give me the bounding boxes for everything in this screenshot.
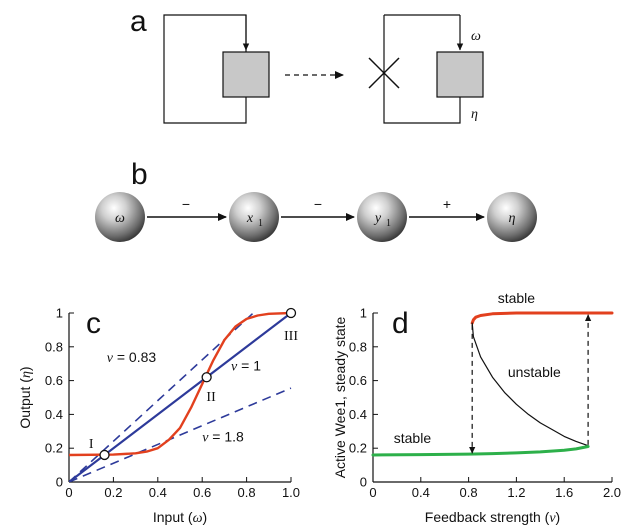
chart-c-feedback-label-value: = 1 bbox=[237, 357, 261, 373]
chart-c-feedback-label-1: v = 0.83 bbox=[107, 349, 157, 366]
panel-letter-d: d bbox=[392, 307, 409, 340]
loop-wire-right-bottom bbox=[383, 15, 461, 124]
chart-c-x-label-var: ω bbox=[193, 511, 203, 526]
chart-c-x-label: Input (ω) bbox=[153, 509, 207, 526]
edge-sign-1: − bbox=[182, 196, 190, 212]
chart-c-feedback-label-var: v bbox=[107, 351, 114, 366]
chart-d-curve-upper-stable bbox=[470, 311, 614, 325]
chart-c-feedback-line-3 bbox=[69, 387, 292, 482]
node-y1-sphere bbox=[357, 192, 407, 242]
cut-mark-line-2 bbox=[368, 57, 400, 89]
chart-d-y-tick-label: 0.6 bbox=[349, 373, 367, 388]
chart-c-fixed-point-1 bbox=[99, 449, 110, 461]
chart-c-fixed-point-label-3: III bbox=[284, 329, 298, 344]
chart-d-y-tick-label: 0.4 bbox=[349, 407, 367, 422]
feedback-loop-right: ω η bbox=[368, 14, 484, 124]
omega-label: ω bbox=[471, 29, 481, 44]
chart-d-x-tick-label: 1.2 bbox=[507, 485, 525, 500]
feedback-loop-left bbox=[163, 14, 270, 124]
chart-d-region-label-2: unstable bbox=[508, 364, 561, 380]
chart-c-x-tick-label: 0.6 bbox=[193, 485, 211, 500]
chart-c-response-curve bbox=[68, 311, 292, 457]
node-omega-label: ω bbox=[115, 211, 125, 226]
edge-sign-3: + bbox=[443, 196, 451, 212]
chart-c-feedback-label-2: v = 1 bbox=[231, 357, 261, 374]
node-eta-sphere bbox=[487, 192, 537, 242]
chart-c-feedback-label-var: v bbox=[202, 430, 209, 445]
chart-c-y-tick-label: 0.4 bbox=[45, 407, 63, 422]
edge-sign-2: − bbox=[314, 196, 322, 212]
panel-letter-c: c bbox=[86, 307, 101, 340]
chart-c-feedback-label-value: = 0.83 bbox=[113, 349, 156, 365]
chart-d-x-label-suffix: ) bbox=[556, 509, 561, 525]
chart-c-fixed-point-label-1: I bbox=[89, 437, 94, 452]
chart-panel-c: 0 0.2 0.4 0.6 0.8 1.000.20.40.60.81v = 0.83v … bbox=[17, 306, 300, 527]
chart-c-x-label-suffix: ) bbox=[202, 509, 207, 525]
chart-c-fixed-point-label-2: II bbox=[206, 390, 216, 405]
node-eta-label: η bbox=[509, 211, 516, 226]
chart-c-feedback-label-3: v = 1.8 bbox=[202, 428, 244, 445]
chart-c-y-tick-label: 0 bbox=[56, 475, 63, 490]
node-x1-subscript: 1 bbox=[258, 218, 263, 229]
chart-d-x-label-var: v bbox=[549, 511, 556, 526]
chart-c-x-tick-label: 1.0 bbox=[282, 485, 300, 500]
chart-c-y-label-var: η bbox=[19, 371, 34, 378]
chart-d-y-label: Active Wee1, steady state bbox=[332, 316, 348, 478]
chart-c-y-tick-label: 0.6 bbox=[45, 373, 63, 388]
chart-d-y-tick-label: 1 bbox=[360, 306, 367, 321]
chart-c-y-tick-label: 0.8 bbox=[45, 339, 63, 354]
chart-c-feedback-line-1 bbox=[69, 312, 254, 482]
chart-d-y-tick-label: 0.2 bbox=[349, 441, 367, 456]
chart-c-x-tick-label: 0.2 bbox=[104, 485, 122, 500]
panel-a: a ω η bbox=[130, 5, 484, 124]
node-y1-subscript: 1 bbox=[386, 218, 391, 229]
chart-d-x-tick-label: 2.0 bbox=[603, 485, 621, 500]
chart-c-x-tick-label: 0.8 bbox=[238, 485, 256, 500]
node-x1-sphere bbox=[229, 192, 279, 242]
chart-c-y-tick-label: 1 bbox=[56, 306, 63, 321]
eta-label: η bbox=[471, 107, 478, 122]
chart-d-y-tick-label: 0.8 bbox=[349, 339, 367, 354]
node-eta: η bbox=[487, 192, 537, 242]
chart-c-y-label-suffix: ) bbox=[17, 366, 33, 371]
chart-c-y-tick-label: 0.2 bbox=[45, 441, 63, 456]
panel-letter-a: a bbox=[130, 5, 147, 38]
chart-c-feedback-label-var: v bbox=[231, 359, 238, 374]
chart-c-x-tick-label: 0.4 bbox=[149, 485, 167, 500]
chart-c-x-tick-label: 0 bbox=[65, 485, 72, 500]
panel-letter-b: b bbox=[131, 158, 148, 191]
chart-d-region-label-1: stable bbox=[498, 290, 536, 306]
chart-d-curve-lower-stable bbox=[371, 445, 590, 457]
node-x1: x 1 bbox=[229, 192, 279, 242]
node-omega: ω bbox=[95, 192, 145, 242]
chart-d-curve-unstable bbox=[471, 322, 589, 447]
node-omega-sphere bbox=[95, 192, 145, 242]
chart-c-y-label: Output (η) bbox=[17, 366, 34, 428]
node-y1-label: y bbox=[373, 211, 382, 226]
chart-d-x-label-prefix: Feedback strength ( bbox=[425, 509, 550, 525]
chart-c-feedback-label-value: = 1.8 bbox=[208, 428, 244, 444]
chart-d-x-label: Feedback strength (v) bbox=[425, 509, 560, 526]
chart-c-x-label-prefix: Input ( bbox=[153, 509, 193, 525]
node-y1: y 1 bbox=[357, 192, 407, 242]
chart-d-x-tick-label: 0 bbox=[369, 485, 376, 500]
system-block-left bbox=[222, 51, 270, 98]
panel-b: b ω x 1 y 1 η − − + bbox=[95, 158, 537, 242]
node-x1-label: x bbox=[246, 211, 254, 226]
chart-d-x-tick-label: 0.8 bbox=[460, 485, 478, 500]
chart-d-y-tick-label: 0 bbox=[360, 475, 367, 490]
system-block-right bbox=[436, 51, 484, 98]
chart-d-x-tick-label: 0.4 bbox=[412, 485, 430, 500]
chart-d-region-label-3: stable bbox=[394, 430, 432, 446]
chart-c-fixed-point-3 bbox=[285, 307, 297, 319]
chart-d-x-tick-label: 1.6 bbox=[555, 485, 573, 500]
chart-c-y-label-prefix: Output ( bbox=[17, 378, 33, 429]
chart-panel-d: 0 0.4 0.8 1.2 1.6 2.0 0 0.2 0.4 0.6 0.8 1 stable unst… bbox=[332, 290, 621, 526]
chart-c-fixed-point-2 bbox=[201, 372, 212, 383]
